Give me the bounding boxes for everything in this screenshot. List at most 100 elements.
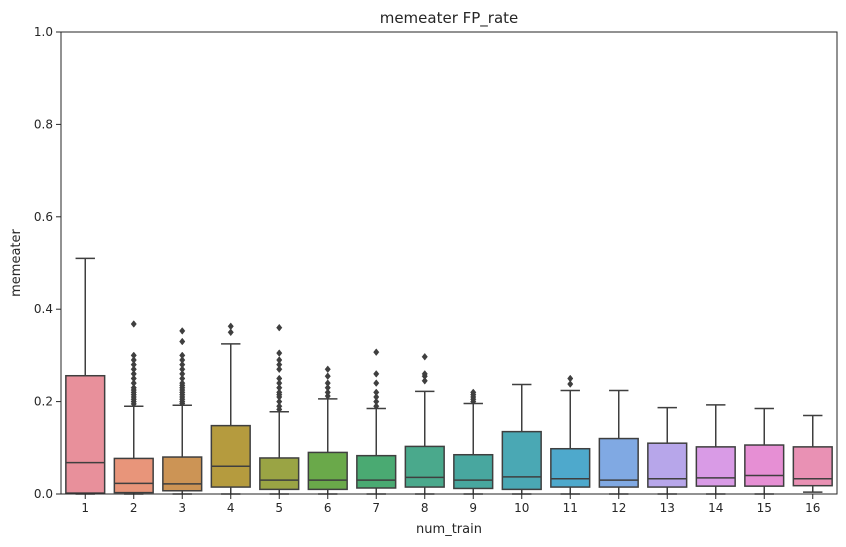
x-tick-label: 13 [660, 501, 675, 515]
outlier-point [567, 374, 574, 383]
box-iqr [695, 446, 736, 487]
outlier-point [276, 356, 283, 364]
x-tick-label: 7 [372, 501, 380, 515]
box-group-15 [744, 407, 785, 495]
x-tick-label: 8 [421, 501, 429, 515]
box-iqr [210, 424, 251, 488]
outlier-point [276, 360, 283, 369]
outlier-point [276, 397, 283, 406]
box-iqr [550, 447, 591, 488]
outlier-point [324, 365, 331, 374]
box-iqr [501, 430, 542, 491]
x-tick-label: 3 [178, 501, 186, 515]
x-tick-label: 10 [514, 501, 529, 515]
x-tick-label: 14 [708, 501, 723, 515]
plot-area [65, 257, 833, 495]
box-group-6 [307, 365, 348, 495]
outlier-point [130, 320, 137, 328]
outlier-point [276, 374, 283, 383]
box-group-2 [113, 320, 154, 495]
box-group-7 [356, 348, 397, 495]
x-tick-label: 12 [611, 501, 626, 515]
outlier-point [130, 383, 137, 392]
box-iqr [404, 445, 445, 488]
outlier-point [567, 380, 574, 388]
outlier-point [179, 327, 186, 335]
box-group-1 [65, 257, 106, 495]
x-tick-label: 9 [469, 501, 477, 515]
outlier-point [421, 352, 428, 361]
outlier-point [421, 370, 428, 378]
outlier-point [227, 328, 234, 337]
outlier-point [324, 372, 331, 380]
outlier-point [373, 393, 380, 401]
box-iqr [792, 446, 833, 487]
x-tick-label: 15 [757, 501, 772, 515]
outlier-point [276, 402, 283, 411]
outlier-point [373, 402, 380, 411]
plot-frame [60, 31, 838, 495]
x-tick-label: 6 [324, 501, 332, 515]
outlier-point [179, 379, 186, 387]
outlier-point [130, 356, 137, 364]
outlier-point [130, 365, 137, 374]
box-iqr [65, 374, 106, 494]
y-tick-label: 0.8 [34, 117, 53, 131]
box-group-4 [210, 322, 251, 495]
outlier-point [130, 351, 137, 360]
y-axis-label: memeater [9, 228, 24, 296]
x-tick-label: 16 [805, 501, 820, 515]
y-tick-label: 0.6 [34, 210, 53, 224]
outlier-point [130, 360, 137, 369]
outlier-point [324, 388, 331, 397]
outlier-point [373, 397, 380, 406]
box-group-14 [695, 404, 736, 495]
outlier-point [276, 383, 283, 392]
y-tick-label: 0.0 [34, 487, 53, 501]
box-iqr [162, 456, 203, 492]
chart-title: memeater FP_rate [380, 9, 519, 28]
outlier-point [276, 365, 283, 374]
box-group-10 [501, 383, 542, 495]
outlier-point [324, 383, 331, 392]
box-group-11 [550, 374, 591, 495]
outlier-point [421, 377, 428, 385]
box-iqr [598, 437, 639, 488]
box-group-5 [259, 323, 300, 495]
x-axis-label: num_train [416, 522, 482, 537]
outlier-point [130, 374, 137, 383]
y-axis: 0.0 0.2 0.4 0.6 0.8 1.0 [34, 25, 61, 501]
box-iqr [113, 457, 154, 494]
y-tick-label: 0.4 [34, 302, 53, 316]
outlier-point [179, 337, 186, 346]
outlier-point [179, 356, 186, 364]
outlier-point [179, 374, 186, 383]
outlier-point [179, 360, 186, 369]
box-iqr [647, 442, 688, 488]
outlier-point [324, 379, 331, 387]
x-axis: 1 2 3 4 5 6 7 8 9 10 11 12 13 14 15 16 [81, 494, 820, 515]
y-tick-label: 0.2 [34, 395, 53, 409]
outlier-point [276, 349, 283, 357]
outlier-point [179, 370, 186, 378]
outlier-point [179, 365, 186, 374]
box-iqr [307, 451, 348, 491]
outlier-point [373, 348, 380, 356]
x-tick-label: 5 [275, 501, 283, 515]
x-tick-label: 2 [130, 501, 138, 515]
outlier-point [276, 323, 283, 332]
outlier-point [130, 379, 137, 387]
box-group-12 [598, 389, 639, 495]
outlier-point [179, 351, 186, 360]
box-iqr [453, 453, 494, 490]
box-iqr [744, 444, 785, 487]
y-tick-label: 1.0 [34, 25, 53, 39]
x-tick-label: 11 [563, 501, 578, 515]
outlier-point [276, 379, 283, 387]
outlier-point [470, 388, 477, 397]
outlier-point [373, 388, 380, 397]
box-iqr [259, 457, 300, 491]
outlier-point [373, 379, 380, 387]
box-iqr [356, 454, 397, 489]
